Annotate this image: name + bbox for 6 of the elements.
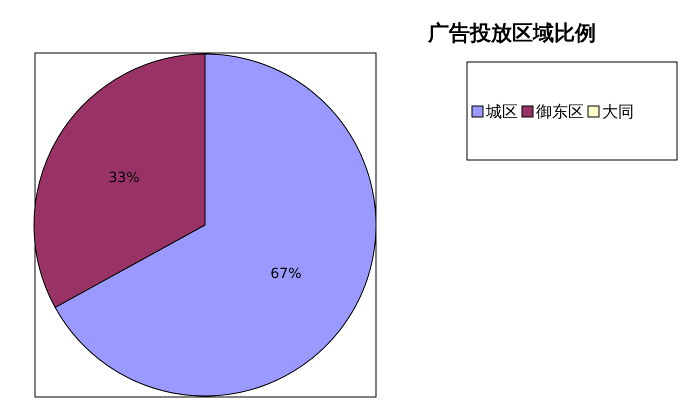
- legend-label: 大同: [602, 102, 634, 121]
- legend-label: 御东区: [536, 102, 584, 121]
- chart-title: 广告投放区域比例: [427, 21, 596, 45]
- legend-label: 城区: [485, 102, 518, 121]
- data-label: 33%: [108, 170, 140, 186]
- data-label: 67%: [270, 266, 302, 282]
